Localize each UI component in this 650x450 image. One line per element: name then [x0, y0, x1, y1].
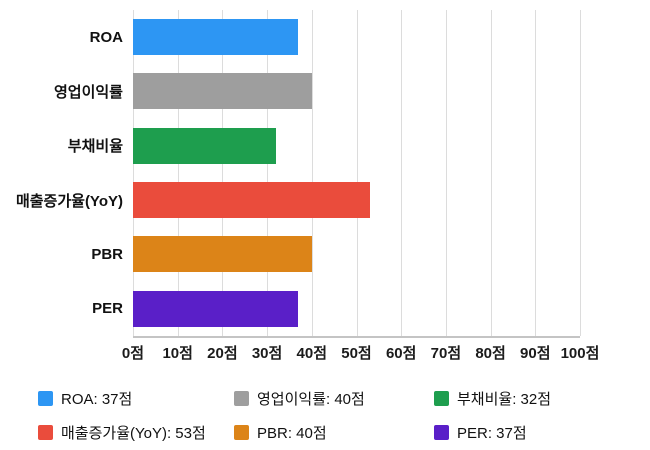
- x-tick-label: 40점: [296, 345, 328, 362]
- gridline: [267, 10, 269, 336]
- bar-track: [133, 227, 580, 281]
- category-label: PBR: [91, 245, 123, 263]
- gridline: [311, 10, 313, 336]
- legend-item-4[interactable]: PBR: 40점: [234, 422, 434, 443]
- category-label: 부채비율: [67, 138, 123, 156]
- legend-item-0[interactable]: ROA: 37점: [38, 388, 234, 409]
- legend-item-5[interactable]: PER: 37점: [434, 422, 624, 443]
- gridline: [177, 10, 179, 336]
- x-tick-label: 100점: [560, 345, 600, 362]
- legend-label: 매출증가율(YoY): 53점: [61, 425, 206, 442]
- gridline: [490, 10, 492, 336]
- category-label: PER: [92, 300, 123, 318]
- category-label: 영업이익률: [53, 83, 123, 101]
- x-tick-label: 0점: [121, 345, 145, 362]
- legend-item-1[interactable]: 영업이익률: 40점: [234, 388, 434, 409]
- legend-item-3[interactable]: 매출증가율(YoY): 53점: [38, 422, 234, 443]
- bar-track: [133, 64, 580, 118]
- x-tick-label: 10점: [162, 345, 193, 362]
- legend-item-2[interactable]: 부채비율: 32점: [434, 388, 624, 409]
- chart-row: PBR: [0, 227, 580, 281]
- legend-swatch: [234, 391, 249, 406]
- legend-label: PBR: 40점: [257, 425, 327, 442]
- gridline: [356, 10, 358, 336]
- legend-label: PER: 37점: [457, 425, 527, 442]
- bar-3[interactable]: [133, 182, 370, 219]
- x-tick-label: 80점: [475, 345, 506, 362]
- gridline: [401, 10, 403, 336]
- category-label: 매출증가율(YoY): [15, 192, 123, 210]
- bar-2[interactable]: [133, 127, 277, 164]
- chart-row: PER: [0, 282, 580, 336]
- chart-row: 매출증가율(YoY): [0, 173, 580, 227]
- bar-4[interactable]: [133, 236, 312, 273]
- bar-5[interactable]: [133, 290, 299, 327]
- legend-swatch: [434, 425, 449, 440]
- gridline: [580, 10, 581, 336]
- legend-label: 부채비율: 32점: [457, 391, 552, 408]
- bar-1[interactable]: [133, 73, 312, 110]
- legend-swatch: [234, 425, 249, 440]
- legend-swatch: [38, 425, 53, 440]
- bar-0[interactable]: [133, 19, 299, 56]
- gridline: [535, 10, 537, 336]
- bar-track: [133, 173, 580, 227]
- category-label: ROA: [89, 28, 123, 46]
- gridline: [133, 10, 134, 336]
- bar-track: [133, 119, 580, 173]
- gridline: [445, 10, 447, 336]
- chart-row: 영업이익률: [0, 64, 580, 118]
- x-tick-label: 20점: [207, 345, 238, 362]
- legend-swatch: [38, 391, 53, 406]
- legend-swatch: [434, 391, 449, 406]
- x-tick-label: 60점: [385, 345, 417, 362]
- plot-area: [133, 10, 581, 338]
- bar-track: [133, 282, 580, 336]
- legend-label: ROA: 37점: [61, 391, 133, 408]
- x-tick-label: 70점: [430, 345, 462, 362]
- bar-track: [133, 10, 580, 64]
- chart-row: ROA: [0, 10, 580, 64]
- x-tick-label: 90점: [520, 345, 551, 362]
- gridline: [222, 10, 224, 336]
- x-tick-label: 30점: [251, 345, 283, 362]
- chart-row: 부채비율: [0, 119, 580, 173]
- legend-label: 영업이익률: 40점: [257, 391, 365, 408]
- x-axis: 0점 10점 20점 30점 40점 50점 60점 70점 80점 90점 100점: [122, 342, 599, 364]
- x-tick-label: 50점: [341, 345, 372, 362]
